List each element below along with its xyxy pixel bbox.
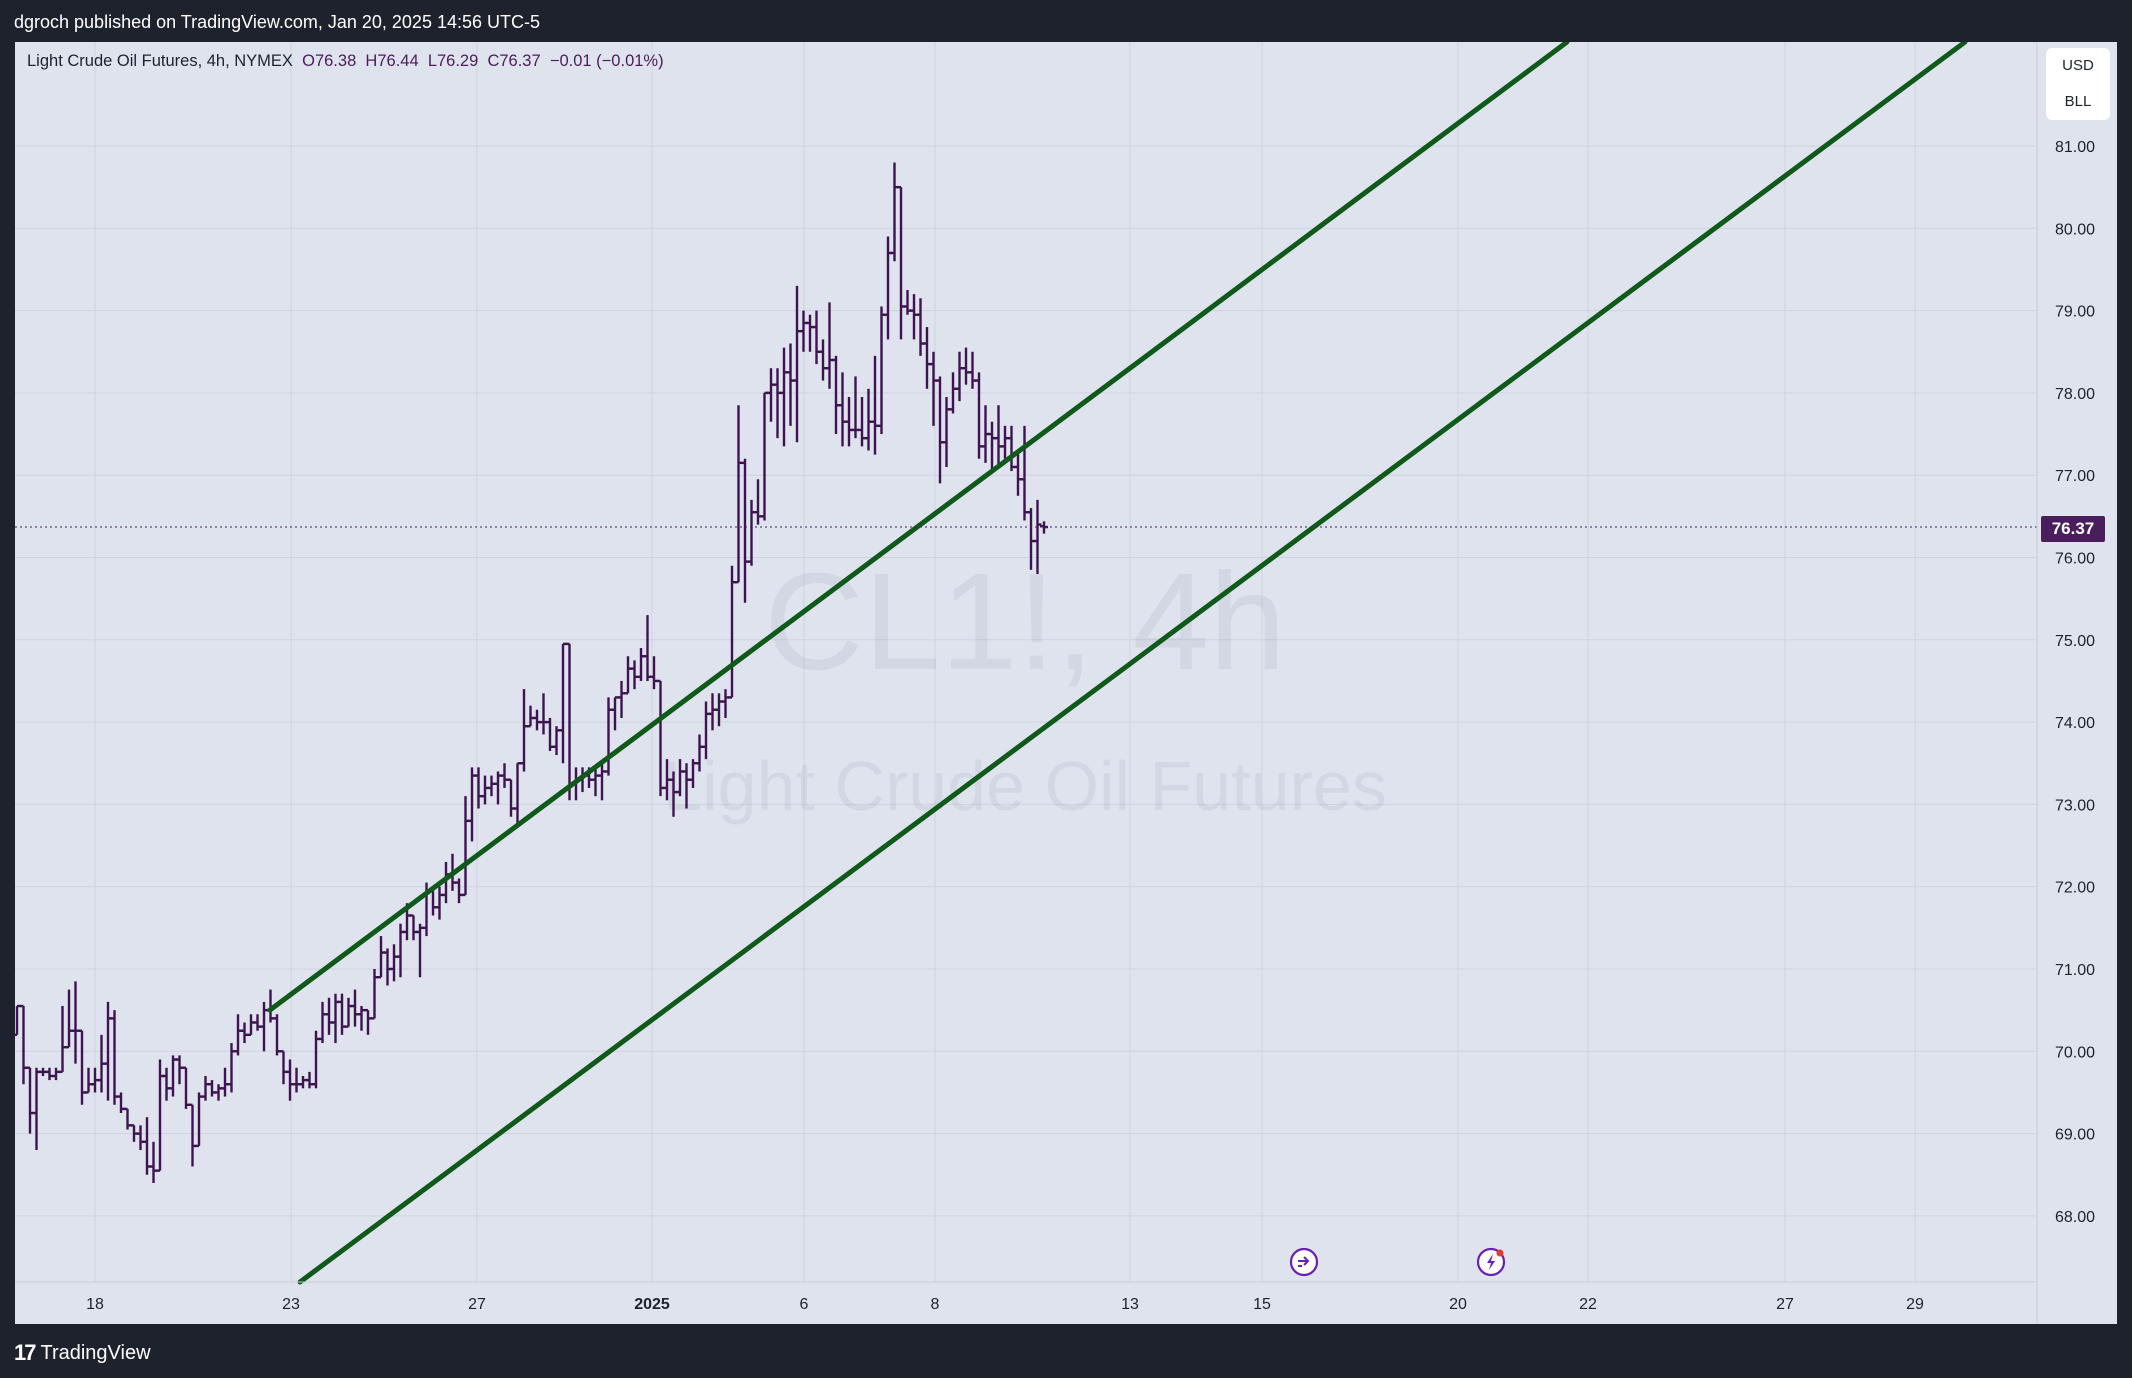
watermark: CL1!, 4h Light Crude Oil Futures xyxy=(663,545,1387,825)
publish-header: dgroch published on TradingView.com, Jan… xyxy=(0,0,2132,42)
trend-channel[interactable] xyxy=(267,42,1968,1285)
price-axis[interactable]: 68.00 69.00 70.00 71.00 72.00 73.00 74.00 75.00… xyxy=(2055,139,2095,1226)
time-tick-label: 8 xyxy=(931,1296,940,1313)
watermark-name: Light Crude Oil Futures xyxy=(663,747,1387,825)
legend-close: C76.37 xyxy=(487,52,541,70)
price-tick-label: 73.00 xyxy=(2055,797,2095,814)
channel-upper-line[interactable] xyxy=(267,42,1570,1013)
events-icon[interactable] xyxy=(1289,1247,1319,1277)
price-tick-label: 80.00 xyxy=(2055,221,2095,238)
dividends-lightning-icon[interactable] xyxy=(1476,1247,1506,1277)
plot-background xyxy=(15,42,2117,1324)
grid-lines xyxy=(15,42,2037,1282)
time-tick-label: 6 xyxy=(800,1296,809,1313)
tradingview-logo-icon: 17 xyxy=(14,1340,37,1365)
price-tick-label: 72.00 xyxy=(2055,880,2095,897)
price-tick-label: 78.00 xyxy=(2055,386,2095,403)
time-tick-label: 18 xyxy=(86,1296,104,1313)
watermark-symbol: CL1!, 4h xyxy=(764,545,1286,699)
publish-info: dgroch published on TradingView.com, Jan… xyxy=(14,12,540,32)
price-tick-label: 69.00 xyxy=(2055,1127,2095,1144)
chart-area[interactable]: CL1!, 4h Light Crude Oil Futures 68.00 69… xyxy=(15,42,2117,1324)
unit-label[interactable]: BLL xyxy=(2064,93,2092,110)
ohlc-bars xyxy=(15,162,1048,1183)
price-tick-label: 74.00 xyxy=(2055,715,2095,732)
chart-svg[interactable]: CL1!, 4h Light Crude Oil Futures 68.00 69… xyxy=(15,42,2117,1324)
price-tick-label: 77.00 xyxy=(2055,468,2095,485)
price-tick-label: 76.00 xyxy=(2055,551,2095,568)
footer: 17 TradingView xyxy=(0,1324,2132,1378)
price-scale-background xyxy=(2037,42,2117,1324)
time-tick-label: 20 xyxy=(1449,1296,1467,1313)
time-tick-label: 2025 xyxy=(634,1296,670,1313)
price-tick-label: 70.00 xyxy=(2055,1044,2095,1061)
last-price-tag: 76.37 xyxy=(2041,516,2105,542)
price-tick-label: 68.00 xyxy=(2055,1209,2095,1226)
time-tick-label: 22 xyxy=(1579,1296,1597,1313)
legend-change: −0.01 (−0.01%) xyxy=(549,52,664,70)
tradingview-logo[interactable]: 17 TradingView xyxy=(14,1340,151,1366)
time-tick-label: 15 xyxy=(1253,1296,1271,1313)
time-tick-label: 13 xyxy=(1121,1296,1139,1313)
ohlc-bar xyxy=(1033,499,1042,574)
time-axis[interactable]: 18 23 27 2025 6 8 13 15 20 22 27 29 xyxy=(86,1296,1924,1313)
channel-lower-line[interactable] xyxy=(297,42,1968,1285)
currency-label[interactable]: USD xyxy=(2062,57,2094,74)
legend-open: O76.38 xyxy=(302,52,357,70)
currency-unit-selector[interactable]: USD BLL xyxy=(2046,48,2110,120)
price-tick-label: 75.00 xyxy=(2055,633,2095,650)
tradingview-brand: TradingView xyxy=(40,1341,151,1364)
time-tick-label: 27 xyxy=(468,1296,486,1313)
time-tick-label: 23 xyxy=(282,1296,300,1313)
price-tick-label: 81.00 xyxy=(2055,139,2095,156)
price-tick-label: 71.00 xyxy=(2055,962,2095,979)
legend-high: H76.44 xyxy=(365,52,419,70)
legend-low: L76.29 xyxy=(427,52,479,70)
time-tick-label: 27 xyxy=(1776,1296,1794,1313)
legend-symbol-name: Light Crude Oil Futures, 4h, NYMEX xyxy=(27,52,293,70)
time-tick-label: 29 xyxy=(1906,1296,1924,1313)
price-tick-label: 79.00 xyxy=(2055,304,2095,321)
symbol-legend: Light Crude Oil Futures, 4h, NYMEX O76.3… xyxy=(27,52,664,71)
